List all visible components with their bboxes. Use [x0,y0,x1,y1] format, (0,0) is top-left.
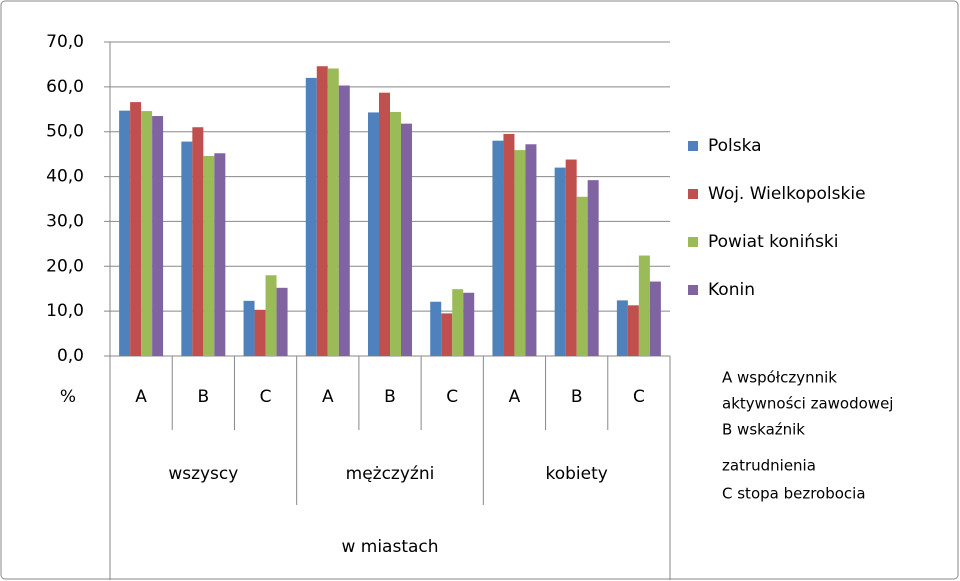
bar [305,77,317,356]
legend-swatch [688,141,698,151]
bar [463,292,475,356]
bar [492,140,504,356]
x-tick-label: A [509,387,521,407]
bar [181,141,193,356]
note: C stopa bezrobocia [722,485,866,503]
y-tick-label: 20,0 [46,256,84,276]
x-tick-label: B [197,387,209,407]
bar [276,287,288,356]
bar [554,167,566,356]
bar [401,123,412,356]
bar [452,289,464,356]
y-tick-label: 0,0 [57,346,84,366]
bar [576,196,588,356]
group-label: mężczyźni [346,464,435,484]
x-tick-label: C [633,387,645,407]
x-tick-label: A [135,387,147,407]
note: A współczynnik [722,369,837,387]
legend-label: Konin [708,280,755,300]
bar [130,102,142,356]
bar [203,155,215,356]
note: zatrudnienia [722,457,816,475]
note: B wskaźnik [722,421,805,439]
y-tick-label: 60,0 [46,77,84,97]
legend-label: Woj. Wielkopolskie [708,184,866,204]
x-tick-label: A [322,387,334,407]
bar [316,66,328,357]
x-tick-label: C [446,387,458,407]
bar [638,255,650,356]
y-tick-label: 70,0 [46,32,84,52]
group-title: w miastach [341,537,438,557]
bar [390,111,401,356]
bar [243,300,255,356]
legend-swatch [688,285,698,295]
legend-label: Polska [708,136,762,156]
bar [616,300,628,356]
bar [441,313,453,356]
bar [265,275,277,356]
y-tick-label: 40,0 [46,167,84,187]
bar [587,180,599,356]
bar [525,144,537,356]
x-tick-label: B [384,387,396,407]
bar [338,85,350,357]
y-tick-label: 10,0 [46,301,84,321]
legend-swatch [688,189,698,199]
bar [649,281,661,356]
bar [514,150,526,356]
bar [141,111,153,356]
bar [565,159,577,356]
y-tick-label: 30,0 [46,211,84,231]
x-tick-label: C [260,387,272,407]
x-tick-label: B [571,387,583,407]
bar [254,309,266,356]
bar [214,153,226,356]
bar [152,116,164,356]
bar [430,301,442,356]
legend-label: Powiat koniński [708,232,839,252]
legend-swatch [688,237,698,247]
bar [368,112,379,356]
group-label: kobiety [545,464,607,484]
bar [327,68,339,357]
note: aktywności zawodowej [722,395,893,413]
bar [627,305,639,356]
bar [192,127,204,356]
bar [379,92,390,356]
y-unit-label: % [60,387,76,407]
group-label: wszyscy [168,464,238,484]
bar [503,133,515,356]
y-tick-label: 50,0 [46,122,84,142]
bar [119,110,131,356]
